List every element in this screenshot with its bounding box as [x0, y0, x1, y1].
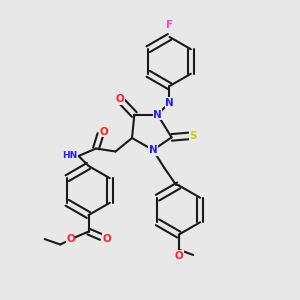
Text: HN: HN: [62, 152, 77, 160]
Text: F: F: [166, 20, 173, 30]
Text: N: N: [148, 145, 158, 155]
Text: O: O: [102, 233, 111, 244]
Text: N: N: [165, 98, 174, 108]
Text: O: O: [100, 127, 109, 137]
Text: N: N: [153, 110, 162, 120]
Text: O: O: [116, 94, 124, 104]
Text: S: S: [190, 131, 197, 141]
Text: O: O: [174, 250, 183, 261]
Text: O: O: [66, 233, 75, 244]
